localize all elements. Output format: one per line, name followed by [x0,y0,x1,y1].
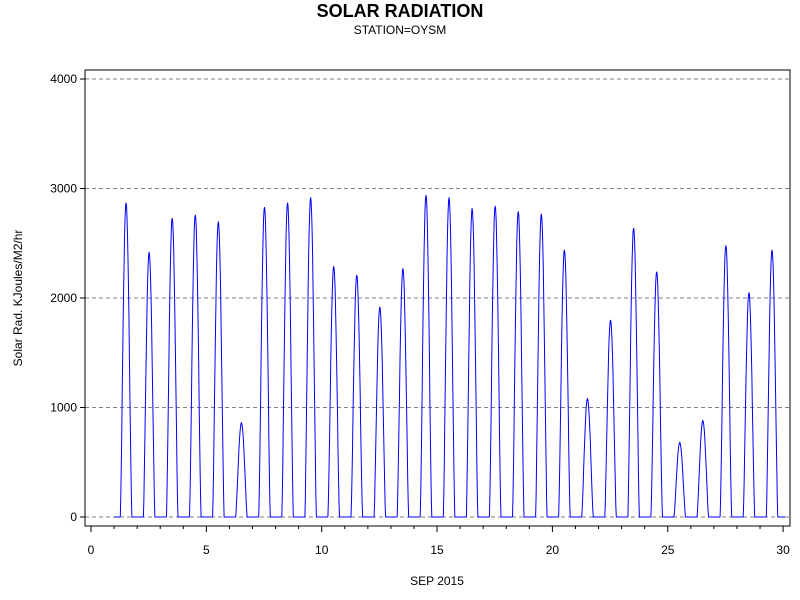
y-tick-label: 0 [70,510,77,524]
y-tick-label: 2000 [50,291,77,305]
y-axis-label: Solar Rad. KJoules/M2/hr [11,230,25,367]
x-tick-label: 20 [546,543,560,557]
x-tick-label: 10 [315,543,329,557]
y-tick-label: 3000 [50,182,77,196]
chart-title: SOLAR RADIATION [316,1,484,21]
y-tick-label: 1000 [50,401,77,415]
chart-subtitle: STATION=OYSM [353,23,447,37]
x-tick-label: 15 [430,543,444,557]
x-tick-label: 5 [203,543,210,557]
y-tick-label: 4000 [50,72,77,86]
x-axis-label: SEP 2015 [410,574,464,588]
x-tick-label: 30 [776,543,790,557]
x-tick-label: 25 [661,543,675,557]
x-tick-label: 0 [88,543,95,557]
x-axis: 0 5 10 15 20 25 30 [88,526,790,557]
series-line [114,195,785,518]
y-axis: 0 1000 2000 3000 4000 [50,72,85,524]
